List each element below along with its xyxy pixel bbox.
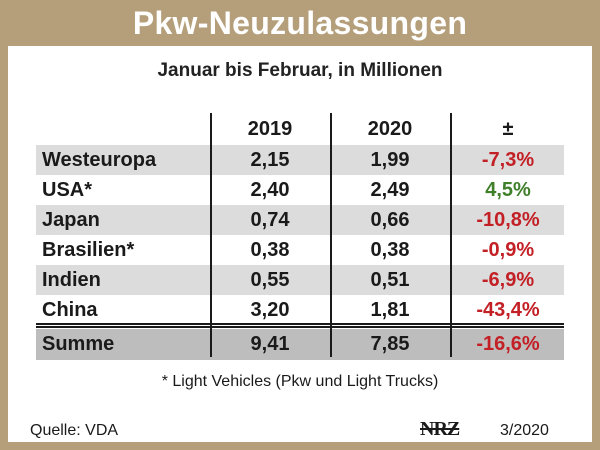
divider-vertical	[210, 113, 212, 357]
cell-2020: 0,51	[370, 268, 410, 291]
logo-text: NRZ	[420, 418, 460, 440]
source-note: Quelle: VDA	[30, 422, 119, 439]
table-row: Japan 0,74 0,66 -10,8%	[36, 205, 564, 235]
column-header-change: ±	[502, 117, 514, 140]
cell-change: -6,9%	[481, 268, 535, 291]
table-row: Westeuropa 2,15 1,99 -7,3%	[36, 145, 564, 175]
table-row: Brasilien* 0,38 0,38 -0,9%	[36, 235, 564, 265]
cell-change: -0,9%	[481, 238, 535, 261]
divider-horizontal	[36, 326, 564, 328]
cell-2019: 0,38	[250, 238, 290, 261]
nrz-logo: NRZ	[420, 418, 460, 441]
table-header: 2019 2020 ±	[36, 113, 564, 145]
edition-number: 3/2020	[500, 422, 549, 439]
column-header-2020: 2020	[367, 117, 413, 140]
total-change: -16,6%	[476, 333, 540, 355]
divider-vertical	[330, 113, 332, 357]
cell-2019: 0,55	[250, 268, 290, 291]
table-body: Westeuropa 2,15 1,99 -7,3% USA* 2,40 2,49 4,5% J…	[36, 145, 564, 325]
total-2020: 7,85	[370, 333, 410, 355]
cell-change: -43,4%	[476, 298, 540, 321]
total-2019: 9,41	[250, 333, 290, 355]
chart-subtitle: Januar bis Februar, in Millionen	[157, 60, 443, 81]
divider-horizontal	[36, 323, 564, 325]
table-row: China 3,20 1,81 -43,4%	[36, 295, 564, 325]
total-label: Summe	[42, 333, 115, 355]
table-row: Indien 0,55 0,51 -6,9%	[36, 265, 564, 295]
cell-2020: 0,38	[370, 238, 410, 261]
column-header-2019: 2019	[247, 117, 293, 140]
row-label: USA*	[42, 178, 93, 201]
row-label: Indien	[42, 268, 101, 291]
page-title: Pkw-Neuzulassungen	[0, 0, 600, 46]
row-label: Japan	[42, 208, 100, 231]
row-label: Brasilien*	[42, 238, 135, 261]
total-row: Summe 9,41 7,85 -16,6%	[36, 329, 564, 360]
cell-2019: 2,15	[250, 148, 290, 171]
divider-vertical	[450, 113, 452, 357]
row-label: China	[42, 298, 98, 321]
cell-change: 4,5%	[485, 178, 531, 201]
cell-2020: 2,49	[370, 178, 410, 201]
cell-2019: 3,20	[250, 298, 290, 321]
table-row: USA* 2,40 2,49 4,5%	[36, 175, 564, 205]
cell-2019: 2,40	[250, 178, 290, 201]
cell-2020: 0,66	[370, 208, 410, 231]
cell-change: -10,8%	[476, 208, 540, 231]
cell-2019: 0,74	[250, 208, 290, 231]
data-table: 2019 2020 ± Westeuropa 2,15 1,99 -7,3% USA* 2…	[36, 113, 564, 360]
cell-2020: 1,99	[370, 148, 410, 171]
cell-change: -7,3%	[481, 148, 535, 171]
footnote: * Light Vehicles (Pkw und Light Trucks)	[161, 373, 439, 390]
row-label: Westeuropa	[42, 148, 157, 171]
cell-2020: 1,81	[370, 298, 410, 321]
